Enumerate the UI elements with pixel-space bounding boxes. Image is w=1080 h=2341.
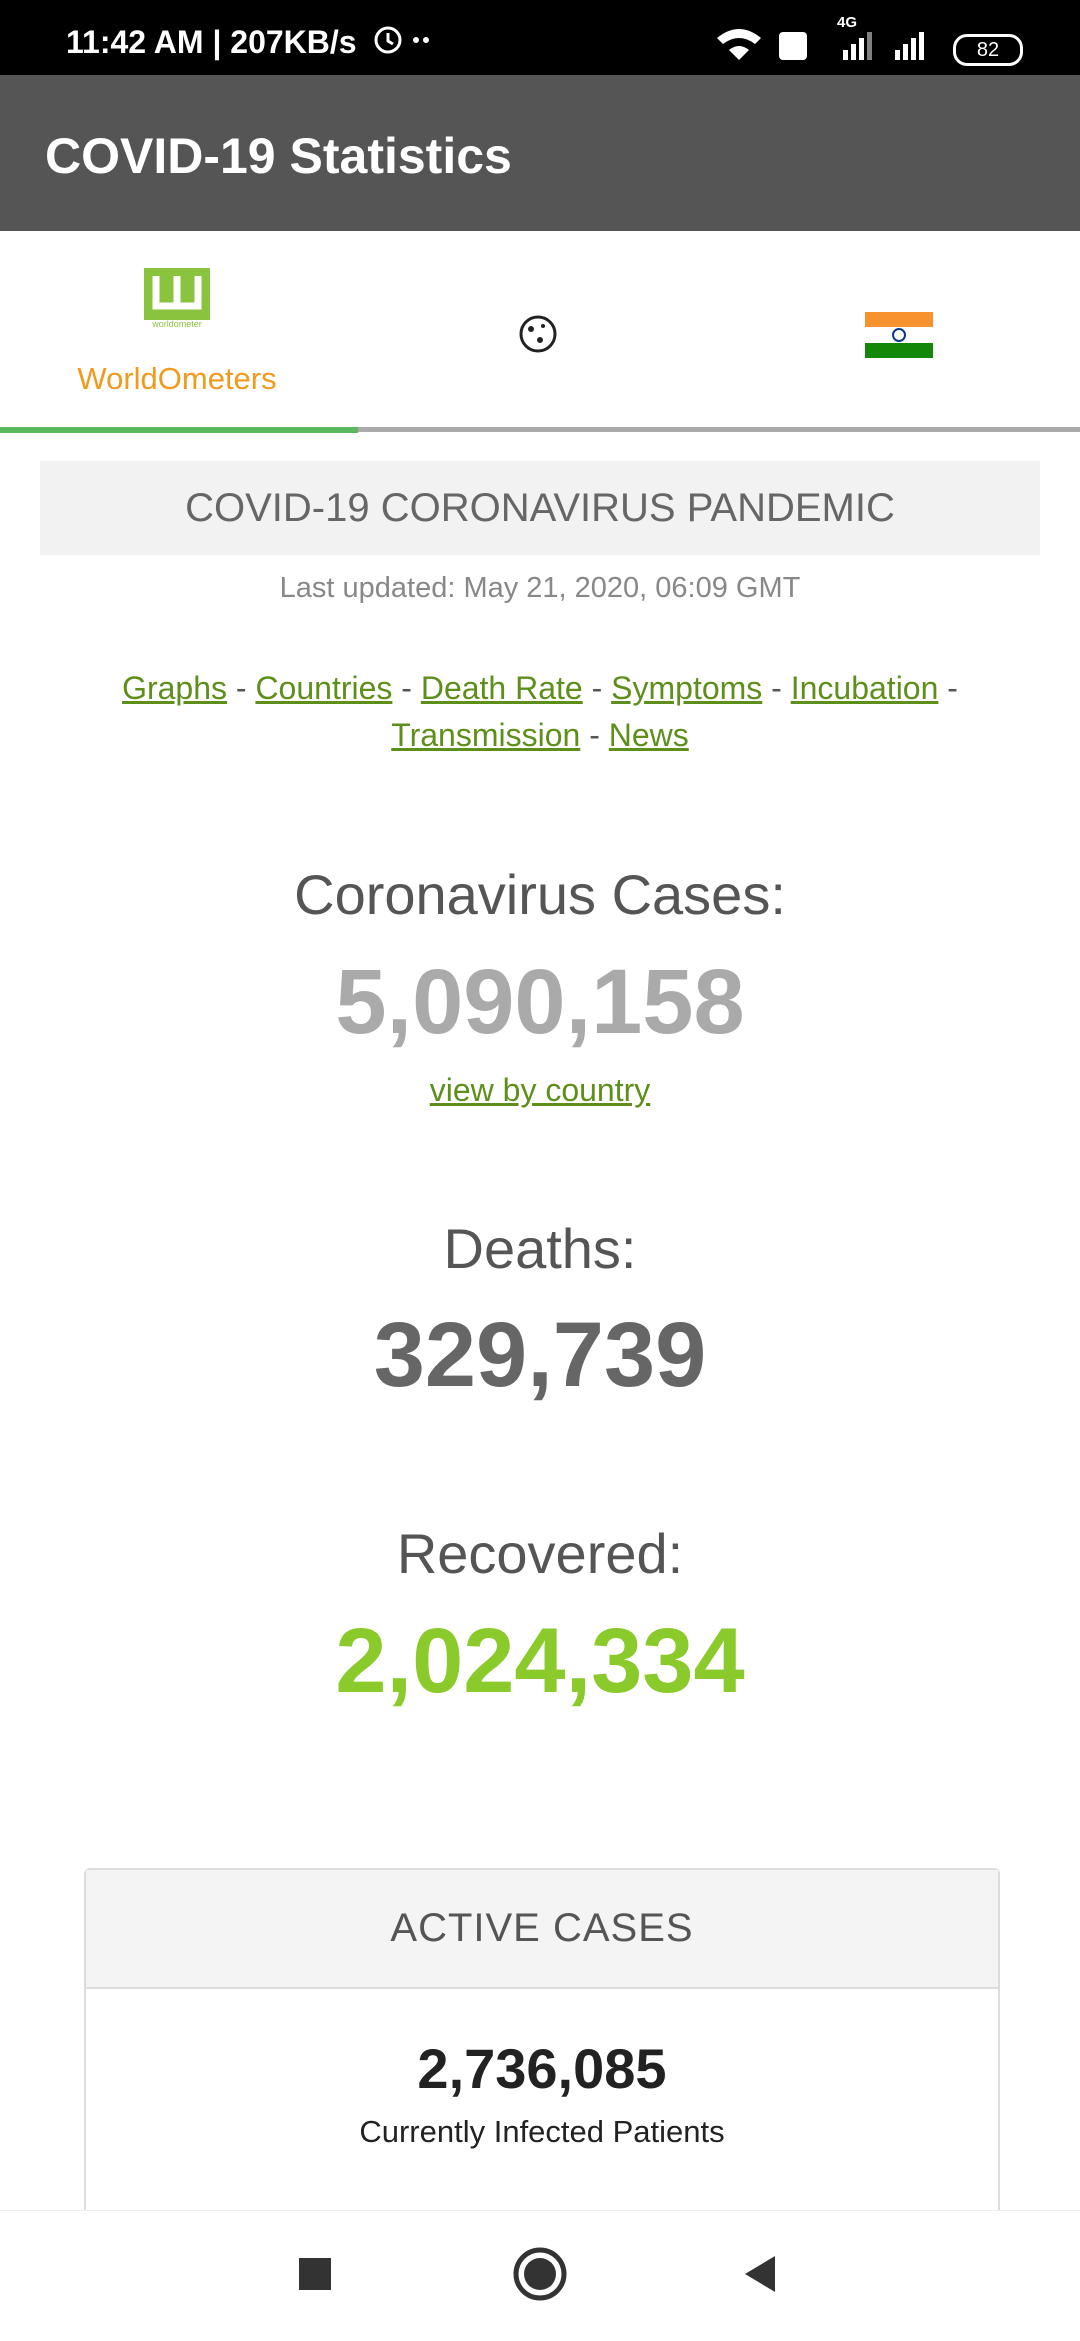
stat-label: Deaths:: [443, 1217, 637, 1280]
active-card: ACTIVE CASES 2,736,085 Currently Infecte…: [84, 1868, 1000, 2272]
tab-globe[interactable]: [518, 314, 558, 354]
nav-link[interactable]: Graphs: [122, 670, 227, 706]
recents-button[interactable]: [299, 2258, 331, 2290]
nav-bar: [0, 2210, 1080, 2341]
app-title: COVID-19 Statistics: [45, 128, 512, 184]
active-value: 2,736,085: [417, 2037, 667, 2100]
link-separator: -: [589, 717, 600, 753]
tab-track: [0, 427, 1080, 432]
tab-label: WorldOmeters: [77, 361, 277, 396]
status-bar: 11:42 AM | 207KB/s 4G 82: [0, 0, 1080, 75]
network-type: 4G: [837, 14, 858, 31]
status-time: 11:42 AM | 207KB/s: [66, 24, 357, 60]
link-separator: -: [947, 670, 958, 706]
app-bar: COVID-19 Statistics: [0, 75, 1080, 231]
nav-link[interactable]: Incubation: [790, 670, 939, 706]
stat-value: 329,739: [373, 1304, 707, 1406]
nav-link[interactable]: Death Rate: [420, 670, 583, 706]
last-updated: Last updated: May 21, 2020, 06:09 GMT: [279, 572, 801, 604]
tab-indicator: [0, 427, 358, 433]
active-caption: Currently Infected Patients: [359, 2114, 725, 2149]
tab-india-flag[interactable]: [865, 312, 933, 358]
nav-link[interactable]: Symptoms: [611, 670, 763, 706]
banner-title: COVID-19 CORONAVIRUS PANDEMIC: [40, 461, 1040, 555]
nav-link[interactable]: Countries: [255, 670, 393, 706]
logo-caption: worldometer: [152, 319, 202, 329]
tab-bar: worldometer WorldOmeters: [0, 231, 1080, 433]
stat-label: Coronavirus Cases:: [294, 863, 786, 926]
stat-link[interactable]: view by country: [429, 1072, 651, 1108]
nav-links: Graphs - Countries - Death Rate - Sympto…: [90, 665, 990, 759]
worldometer-logo: [144, 268, 210, 320]
alarm-icon: [374, 26, 429, 54]
nav-buttons: [299, 2247, 775, 2301]
signal-icons: [717, 29, 924, 60]
stat-value: 2,024,334: [335, 1610, 745, 1712]
stat-value: 5,090,158: [335, 951, 745, 1053]
nav-link[interactable]: News: [608, 717, 689, 753]
stat-label: Recovered:: [396, 1522, 684, 1585]
link-separator: -: [401, 670, 412, 706]
link-separator: -: [771, 670, 782, 706]
battery: 82: [953, 34, 1023, 66]
link-separator: -: [235, 670, 247, 706]
back-button[interactable]: [745, 2256, 775, 2292]
tab-worldometers[interactable]: worldometer WorldOmeters: [0, 231, 358, 433]
nav-link[interactable]: Transmission: [391, 717, 581, 753]
home-button[interactable]: [513, 2247, 567, 2301]
active-title: ACTIVE CASES: [86, 1870, 998, 1989]
link-separator: -: [591, 670, 603, 706]
